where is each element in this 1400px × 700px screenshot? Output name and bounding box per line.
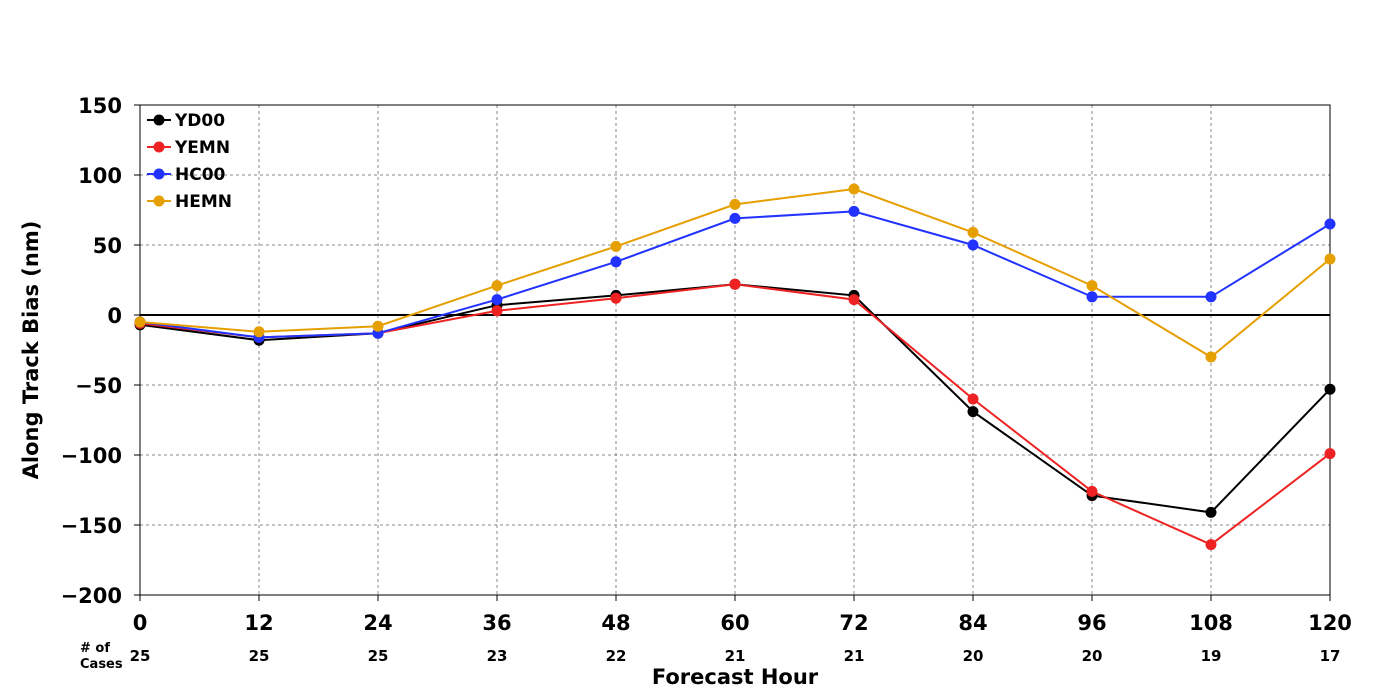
cases-label-line1: # of	[80, 641, 110, 656]
legend-label: YEMN	[174, 138, 230, 158]
y-tick-label: −200	[61, 584, 122, 608]
data-point	[1086, 280, 1098, 292]
data-point	[1205, 506, 1217, 518]
series-hemn	[134, 183, 1336, 363]
legend-entry: YD00	[147, 111, 225, 131]
case-count: 25	[130, 647, 151, 665]
data-point	[1324, 383, 1336, 395]
data-point	[848, 183, 860, 195]
x-tick-label: 108	[1189, 611, 1233, 635]
x-tick-label: 120	[1308, 611, 1352, 635]
grid-lines	[140, 105, 1330, 595]
data-point	[967, 393, 979, 405]
legend-entry: HEMN	[147, 192, 232, 212]
y-tick-label: 50	[93, 234, 122, 258]
cases-row: 25 25 25 23 22 21 21 20 20 19 17	[130, 647, 1341, 665]
x-tick-label: 12	[244, 611, 273, 635]
series-layer	[134, 183, 1336, 551]
x-tick-label: 48	[601, 611, 630, 635]
legend-label: YD00	[174, 111, 225, 131]
data-point	[729, 212, 741, 224]
data-point	[1324, 253, 1336, 265]
case-count: 22	[606, 647, 627, 665]
data-point	[1205, 291, 1217, 303]
legend-swatch-marker	[153, 195, 165, 207]
data-point	[967, 239, 979, 251]
y-tick-label: 150	[78, 94, 122, 118]
data-point	[848, 205, 860, 217]
case-count: 20	[1082, 647, 1103, 665]
x-tick-label: 0	[133, 611, 148, 635]
legend-entry: YEMN	[147, 138, 230, 158]
legend-label: HC00	[175, 165, 226, 185]
x-axis-title: Forecast Hour	[652, 665, 819, 689]
data-point	[491, 294, 503, 306]
x-axis-ticks: 0 12 24 36 48 60 72 84 96 108 120	[133, 595, 1352, 635]
x-tick-label: 60	[720, 611, 749, 635]
legend-swatch-marker	[153, 141, 165, 153]
x-tick-label: 84	[958, 611, 987, 635]
case-count: 23	[487, 647, 508, 665]
data-point	[967, 226, 979, 238]
data-point	[1086, 291, 1098, 303]
case-count: 20	[963, 647, 984, 665]
data-point	[1205, 351, 1217, 363]
data-point	[491, 305, 503, 317]
x-tick-label: 36	[482, 611, 511, 635]
legend-entry: HC00	[147, 165, 226, 185]
data-point	[1086, 485, 1098, 497]
data-point	[1324, 218, 1336, 230]
data-point	[729, 198, 741, 210]
legend-label: HEMN	[175, 192, 232, 212]
case-count: 21	[725, 647, 746, 665]
y-tick-label: 100	[78, 164, 122, 188]
y-tick-label: −50	[75, 374, 122, 398]
data-point	[610, 256, 622, 268]
y-tick-label: −150	[61, 514, 122, 538]
case-count: 19	[1201, 647, 1222, 665]
data-point	[134, 316, 146, 328]
data-point	[729, 278, 741, 290]
data-point	[1324, 448, 1336, 460]
data-point	[1205, 539, 1217, 551]
legend: YD00 YEMN HC00 HEMN	[147, 111, 232, 212]
data-point	[253, 326, 265, 338]
legend-swatch-marker	[153, 168, 165, 180]
x-tick-label: 24	[363, 611, 392, 635]
cases-label-line2: Cases	[80, 657, 123, 672]
x-tick-label: 96	[1077, 611, 1106, 635]
data-point	[491, 280, 503, 292]
case-count: 17	[1320, 647, 1341, 665]
data-point	[848, 294, 860, 306]
case-count: 25	[249, 647, 270, 665]
case-count: 25	[368, 647, 389, 665]
y-axis-ticks: −200 −150 −100 −50 0 50 100 150	[61, 94, 140, 608]
x-tick-label: 72	[839, 611, 868, 635]
data-point	[610, 240, 622, 252]
case-count: 21	[844, 647, 865, 665]
data-point	[967, 406, 979, 418]
y-tick-label: 0	[107, 304, 122, 328]
data-point	[610, 292, 622, 304]
y-tick-label: −100	[61, 444, 122, 468]
legend-swatch-marker	[153, 114, 165, 126]
y-axis-title: Along Track Bias (nm)	[19, 221, 43, 480]
data-point	[372, 320, 384, 332]
